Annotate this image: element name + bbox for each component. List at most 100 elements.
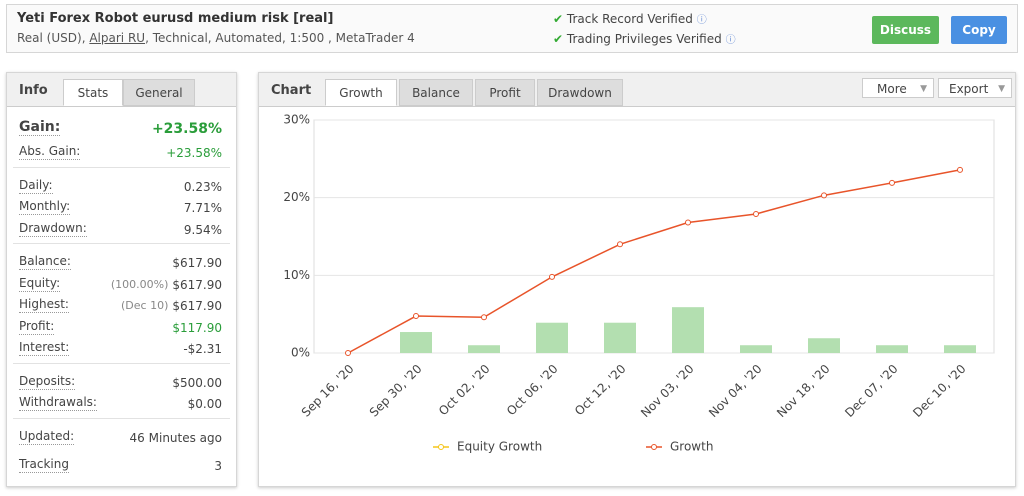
title: Yeti Forex Robot eurusd medium risk [rea…	[17, 11, 334, 26]
stat-value: -$2.31	[183, 342, 222, 356]
tab[interactable]: Profit	[475, 79, 535, 106]
x-tick-label: Nov 18, '20	[774, 362, 832, 420]
panel-label: Info	[19, 83, 48, 98]
stat-value: 3	[214, 458, 222, 473]
stat-label: Gain:	[19, 119, 61, 136]
x-tick-label: Nov 04, '20	[706, 362, 764, 420]
info-panel: Info Stats General Gain: +23.58% Abs. Gain…	[6, 72, 237, 487]
y-tick-label: 10%	[283, 268, 310, 282]
stat-row: Tracking 3	[19, 456, 222, 476]
stat-value: $617.90	[172, 256, 222, 270]
tab[interactable]: Drawdown	[537, 79, 623, 106]
stat-label: Daily:	[19, 177, 53, 194]
x-tick-label: Oct 02, '20	[436, 362, 493, 419]
x-tick-label: Sep 30, '20	[367, 362, 425, 420]
stat-value: 46 Minutes ago	[129, 430, 222, 445]
menu-button[interactable]: Export ▼	[938, 78, 1012, 98]
x-tick-label: Dec 07, '20	[842, 362, 900, 420]
verified: ✔ Trading Privileges Verified ⓘ	[553, 32, 736, 46]
chart-panel: Chart Growth Balance Profit Drawdown Mor…	[258, 72, 1016, 487]
stat-label: Monthly:	[19, 199, 71, 215]
stat-value: $500.00	[172, 375, 222, 390]
stat-value: $0.00	[187, 397, 222, 411]
bar	[672, 307, 704, 353]
stat-label: Interest:	[19, 340, 70, 356]
subtitle-prefix: Real (USD),	[17, 31, 86, 45]
chart: 0% 10% 20% 30% Sep 16, '20 Sep 30, '20 Oct 02,…	[283, 113, 995, 454]
point	[685, 219, 691, 226]
stat-label: Drawdown:	[19, 220, 87, 237]
menu-label: Export	[949, 82, 989, 96]
stat-row: Daily: 0.23%	[19, 177, 222, 197]
tab[interactable]: General	[123, 79, 195, 106]
stat-label: Balance:	[19, 254, 71, 270]
stat-label: Profit:	[19, 318, 55, 335]
point	[549, 273, 555, 280]
tab[interactable]: Balance	[399, 79, 473, 106]
legend-label: Equity Growth	[457, 440, 542, 454]
verified-text: Track Record Verified	[566, 12, 693, 26]
menu-button[interactable]: More ▼	[862, 78, 934, 98]
menu-label: More	[877, 82, 907, 96]
stat-value: 7.71%	[183, 201, 222, 215]
stat-label: Tracking	[19, 456, 69, 473]
x-tick-label: Oct 06, '20	[504, 362, 561, 419]
separator	[13, 362, 230, 364]
x-tick-label: Sep 16, '20	[299, 362, 357, 420]
tab[interactable]: Growth	[325, 79, 397, 106]
legend-marker	[651, 444, 657, 450]
y-tick-label: 0%	[291, 346, 310, 360]
point	[957, 166, 963, 173]
bar	[740, 345, 772, 353]
stat-note: (Dec 10)	[121, 299, 169, 312]
stat-row: Highest: $617.90 (Dec 10)	[19, 296, 222, 316]
stat-value: +23.58%	[151, 121, 222, 137]
stat-value: +23.58%	[166, 146, 222, 160]
separator	[13, 417, 230, 419]
stat-row: Profit: $117.90	[19, 318, 222, 338]
stat-label: Highest:	[19, 297, 69, 313]
stat-row: Gain: +23.58%	[19, 119, 222, 141]
stat-label: Equity:	[19, 275, 61, 292]
point	[821, 192, 827, 199]
stat-row: Drawdown: 9.54%	[19, 220, 222, 240]
x-tick-label: Dec 10, '20	[910, 362, 968, 420]
legend-marker	[438, 444, 444, 450]
verified-text: Trading Privileges Verified	[566, 32, 722, 46]
discuss-button[interactable]: Discuss	[872, 16, 939, 44]
stat-row: Deposits: $500.00	[19, 373, 222, 393]
point	[617, 241, 623, 248]
stat-row: Interest: -$2.31	[19, 339, 222, 359]
line	[347, 169, 961, 354]
separator	[13, 166, 230, 168]
stat-value: 0.23%	[183, 179, 222, 194]
bar	[400, 332, 432, 353]
stat-row: Updated: 46 Minutes ago	[19, 428, 222, 448]
stat-note: (100.00%)	[110, 277, 169, 291]
separator	[13, 243, 230, 244]
point	[889, 179, 895, 186]
stat-row: Monthly: 7.71%	[19, 198, 222, 218]
stat-value: $117.90	[172, 320, 222, 335]
stat-label: Withdrawals:	[19, 395, 97, 411]
stat-label: Abs. Gain:	[19, 144, 81, 160]
stat-row: Equity: $617.90 (100.00%)	[19, 275, 222, 295]
bar	[944, 345, 976, 353]
copy-button[interactable]: Copy	[951, 16, 1007, 44]
point	[345, 350, 351, 356]
stat-label: Updated:	[19, 428, 75, 445]
subtitle: Real (USD), Alpari RU, Technical, Automa…	[17, 31, 415, 45]
broker-link[interactable]: Alpari RU	[89, 31, 146, 45]
y-tick-label: 20%	[283, 190, 310, 204]
subtitle-suffix: , Technical, Automated, 1:500 , MetaTrad…	[145, 31, 415, 45]
tab[interactable]: Stats	[63, 79, 123, 106]
point	[413, 313, 419, 320]
stat-row: Balance: $617.90	[19, 253, 222, 273]
point	[481, 314, 487, 321]
verified: ✔ Track Record Verified ⓘ	[553, 12, 707, 26]
bar	[876, 345, 908, 353]
point	[753, 210, 759, 217]
stat-row: Abs. Gain: +23.58%	[19, 143, 222, 163]
bar	[468, 345, 500, 353]
